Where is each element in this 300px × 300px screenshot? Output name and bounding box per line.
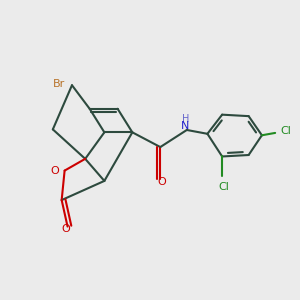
Text: O: O [158, 177, 166, 188]
Text: H: H [182, 114, 189, 124]
Text: N: N [181, 121, 190, 130]
Text: Cl: Cl [218, 182, 229, 192]
Text: Br: Br [52, 79, 65, 89]
Text: Cl: Cl [280, 126, 291, 136]
Text: O: O [62, 224, 70, 235]
Text: O: O [50, 166, 59, 176]
